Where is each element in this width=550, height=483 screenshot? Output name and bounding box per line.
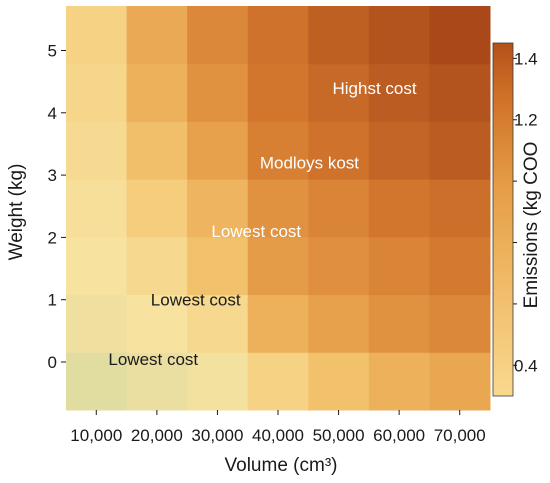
heatmap-cell — [308, 352, 370, 411]
heatmap-cell — [187, 6, 249, 65]
heatmap-cell — [429, 179, 491, 238]
y-tick-label: 3 — [48, 166, 57, 185]
heatmap-cell — [368, 121, 430, 180]
heatmap-cell — [247, 352, 309, 411]
heatmap-cell — [247, 236, 309, 296]
heatmap-cell — [368, 6, 430, 65]
heatmap-cell — [187, 63, 249, 122]
y-tick-label: 2 — [48, 228, 57, 247]
x-tick-label: 10,000 — [70, 426, 122, 445]
heatmap-cell — [247, 294, 309, 353]
heatmap-cell — [187, 294, 249, 353]
heatmap-cell — [429, 236, 491, 296]
heatmap-cell — [66, 236, 128, 296]
x-tick-label: 50,000 — [313, 426, 365, 445]
y-tick-label: 4 — [48, 104, 57, 123]
heatmap-cell — [308, 236, 370, 296]
heatmap-cell — [429, 63, 491, 122]
colorbar — [492, 42, 514, 397]
heatmap-cell — [66, 294, 128, 353]
y-axis-title: Weight (kg) — [6, 164, 27, 261]
heatmap-cell — [187, 352, 249, 411]
heatmap-cell — [247, 179, 309, 238]
heatmap-cell — [429, 121, 491, 180]
heatmap-cell — [368, 63, 430, 122]
x-tick-label: 40,000 — [252, 426, 304, 445]
y-tick-label: 0 — [48, 353, 57, 372]
heatmap-cell — [66, 63, 128, 122]
x-axis-title: Volume (cm³) — [225, 455, 338, 476]
x-tick-label: 20,000 — [131, 426, 183, 445]
heatmap-cells — [66, 6, 491, 411]
x-tick-label: 70,000 — [434, 426, 486, 445]
annotation-label: Lowest cost — [151, 291, 241, 310]
heatmap-cell — [247, 63, 309, 122]
heatmap-cell — [187, 179, 249, 238]
heatmap-cell — [66, 179, 128, 238]
heatmap-cell — [126, 63, 188, 122]
annotation-label: Modloys kost — [260, 154, 359, 173]
heatmap-cell — [429, 294, 491, 353]
heatmap-cell — [308, 63, 370, 122]
heatmap-cell — [187, 121, 249, 180]
y-tick-label: 5 — [48, 42, 57, 61]
heatmap-cell — [429, 6, 491, 65]
heatmap-cell — [429, 352, 491, 411]
heatmap-cell — [308, 121, 370, 180]
heatmap-cell — [368, 179, 430, 238]
annotation-label: Highst cost — [333, 79, 417, 98]
heatmap-cell — [126, 6, 188, 65]
x-tick-label: 30,000 — [191, 426, 243, 445]
heatmap-cell — [126, 121, 188, 180]
heatmap-cell — [308, 294, 370, 353]
annotations: Highst cost Modloys kost Lowest cost Lowest… — [108, 79, 416, 369]
colorbar-ticks: 0.4 1.2 1.4 — [513, 49, 538, 375]
y-axis-ticks: 0 1 2 3 4 5 — [48, 42, 66, 372]
heatmap-cell — [126, 236, 188, 296]
heatmap-cell — [368, 352, 430, 411]
heatmap-cell — [126, 179, 188, 238]
heatmap-cell — [66, 121, 128, 180]
heatmap-cell — [126, 294, 188, 353]
annotation-label: Lowest cost — [211, 222, 301, 241]
heatmap-cell — [66, 6, 128, 65]
heatmap-cell — [247, 121, 309, 180]
heatmap-cell — [368, 294, 430, 353]
colorbar-tick-label: 1.2 — [514, 111, 538, 130]
heatmap-cell — [126, 352, 188, 411]
x-tick-label: 60,000 — [373, 426, 425, 445]
colorbar-title: Emissions (kg COO — [521, 142, 542, 309]
annotation-label: Lowest cost — [108, 350, 198, 369]
heatmap-cell — [247, 6, 309, 65]
colorbar-tick-label: 0.4 — [514, 356, 538, 375]
heatmap-cell — [308, 179, 370, 238]
heatmap-cell — [66, 352, 128, 411]
colorbar-tick-label: 1.4 — [514, 49, 538, 68]
heatmap-cell — [187, 236, 249, 296]
y-tick-label: 1 — [48, 291, 57, 310]
heatmap-cell — [368, 236, 430, 296]
x-axis-ticks: 10,000 20,000 30,000 40,000 50,000 60,000 70,0… — [70, 410, 486, 445]
heatmap-cell — [308, 6, 370, 65]
